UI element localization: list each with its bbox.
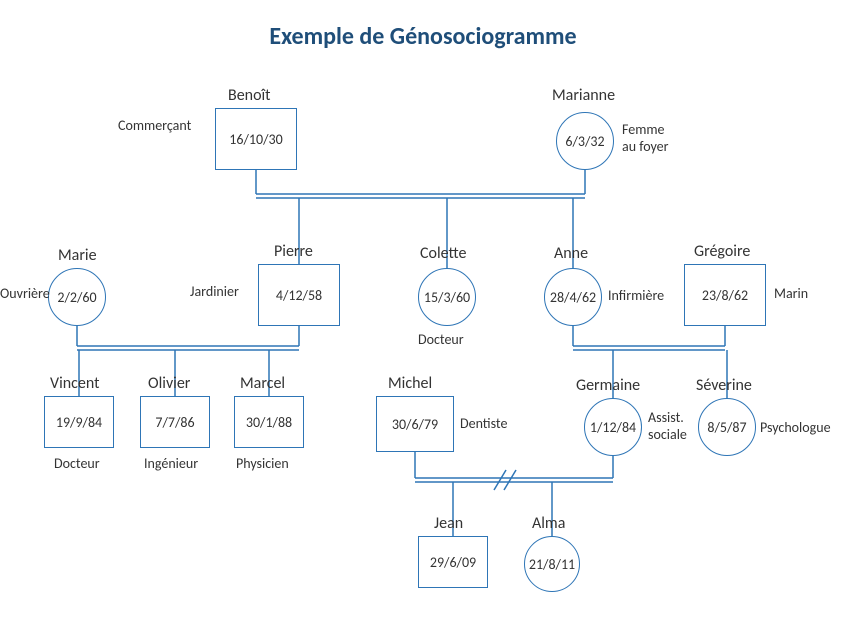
node-date: 23/8/62 (685, 265, 765, 325)
node-benoit: 16/10/30 (215, 108, 297, 170)
node-date: 15/3/60 (419, 269, 475, 325)
node-date: 1/12/84 (585, 399, 641, 455)
node-date: 6/3/32 (557, 113, 613, 169)
node-date: 30/1/88 (235, 397, 303, 447)
node-gregoire: 23/8/62 (684, 264, 766, 326)
node-profession: Infirmière (608, 288, 664, 305)
node-pierre: 4/12/58 (258, 264, 340, 326)
node-name: Pierre (274, 242, 313, 261)
node-profession: Assist. sociale (648, 410, 687, 444)
node-name: Grégoire (694, 242, 750, 261)
node-profession: Jardinier (190, 284, 239, 301)
node-marie: 2/2/60 (48, 268, 106, 326)
node-name: Marcel (240, 374, 285, 393)
node-name: Marie (58, 246, 97, 265)
node-date: 4/12/58 (259, 265, 339, 325)
node-profession: Physicien (236, 456, 289, 473)
node-profession: Femme au foyer (622, 122, 669, 156)
node-profession: Docteur (54, 456, 100, 473)
node-profession: Marin (774, 286, 808, 303)
node-date: 16/10/30 (216, 109, 296, 169)
node-profession: Dentiste (460, 416, 507, 433)
node-profession: Ingénieur (144, 456, 198, 473)
node-olivier: 7/7/86 (140, 396, 210, 448)
node-marcel: 30/1/88 (234, 396, 304, 448)
node-name: Anne (554, 244, 588, 263)
node-name: Germaine (576, 376, 640, 395)
node-alma: 21/8/11 (524, 536, 580, 592)
node-marianne: 6/3/32 (556, 112, 614, 170)
node-date: 30/6/79 (377, 397, 453, 451)
node-date: 29/6/09 (419, 537, 487, 587)
node-name: Séverine (696, 376, 752, 395)
node-colette: 15/3/60 (418, 268, 476, 326)
node-date: 28/4/62 (545, 269, 601, 325)
page-title: Exemple de Génosociogramme (0, 22, 846, 51)
node-michel: 30/6/79 (376, 396, 454, 452)
node-profession: Psychologue (760, 420, 831, 437)
node-germaine: 1/12/84 (584, 398, 642, 456)
node-jean: 29/6/09 (418, 536, 488, 588)
node-profession: Commerçant (118, 118, 191, 135)
node-name: Jean (434, 514, 463, 533)
node-name: Colette (420, 244, 466, 263)
node-date: 21/8/11 (525, 537, 579, 591)
node-name: Marianne (552, 86, 615, 105)
node-name: Olivier (148, 374, 190, 393)
node-name: Alma (532, 514, 565, 533)
node-vincent: 19/9/84 (44, 396, 114, 448)
node-name: Benoît (228, 86, 271, 105)
node-anne: 28/4/62 (544, 268, 602, 326)
node-date: 8/5/87 (699, 399, 755, 455)
node-date: 7/7/86 (141, 397, 209, 447)
node-profession: Ouvrière (0, 286, 50, 303)
node-severine: 8/5/87 (698, 398, 756, 456)
node-date: 2/2/60 (49, 269, 105, 325)
node-name: Vincent (50, 374, 100, 393)
node-date: 19/9/84 (45, 397, 113, 447)
node-profession: Docteur (418, 332, 464, 349)
node-name: Michel (388, 374, 432, 393)
